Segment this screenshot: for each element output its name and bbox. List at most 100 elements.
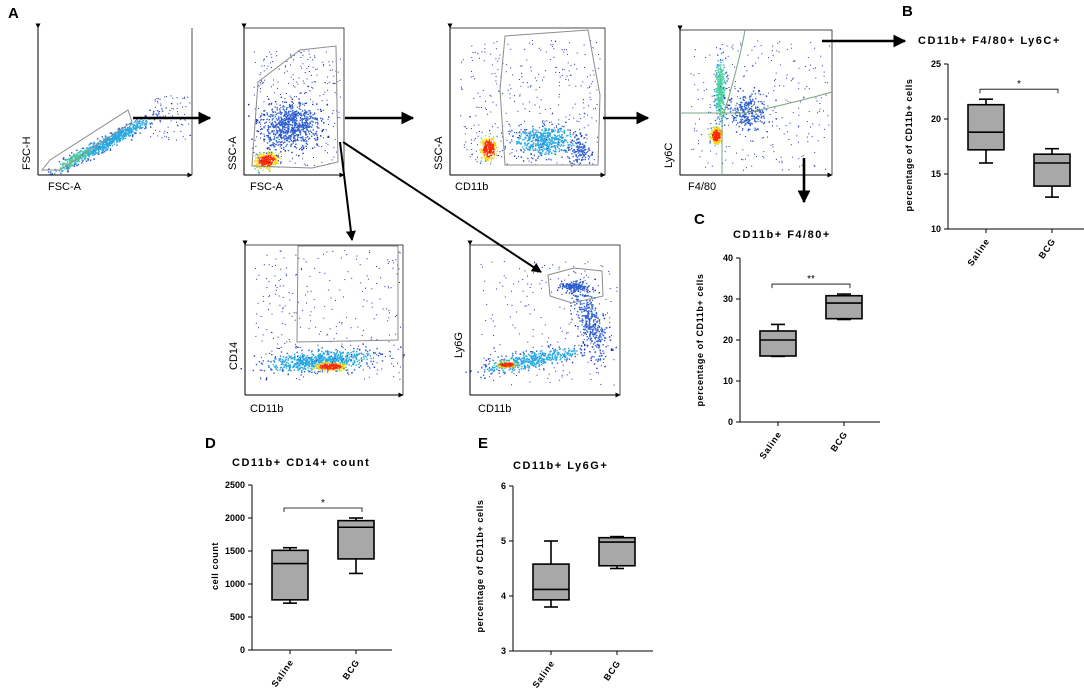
event-dot: [534, 140, 537, 142]
event-dot: [719, 69, 722, 71]
event-dot: [69, 158, 72, 161]
event-dot: [717, 60, 720, 62]
event-dot: [742, 75, 744, 77]
event-dot: [96, 143, 98, 145]
panel-label-c: C: [694, 211, 705, 228]
event-dot: [527, 149, 529, 151]
event-dot: [569, 132, 571, 134]
event-dot: [485, 145, 487, 147]
event-dot: [828, 45, 830, 47]
event-dot: [582, 152, 584, 154]
event-dot: [461, 88, 462, 90]
event-dot: [129, 123, 131, 125]
event-dot: [327, 124, 329, 125]
event-dot: [486, 141, 489, 144]
event-dot: [93, 158, 95, 160]
event-dot: [740, 106, 742, 108]
event-dot: [263, 135, 266, 137]
event-dot: [144, 122, 146, 125]
event-dot: [460, 115, 462, 117]
event-dot: [762, 93, 764, 95]
event-dot: [280, 156, 282, 157]
event-dot: [546, 134, 549, 136]
event-dot: [268, 137, 270, 139]
event-dot: [304, 132, 307, 134]
event-dot: [304, 127, 306, 129]
event-dot: [555, 71, 557, 73]
event-dot: [786, 74, 788, 76]
event-dot: [269, 138, 272, 140]
event-dot: [567, 144, 569, 146]
event-dot: [282, 142, 285, 144]
event-dot: [260, 137, 261, 139]
event-dot: [271, 158, 273, 160]
event-dot: [286, 132, 289, 135]
event-dot: [261, 65, 263, 67]
event-dot: [263, 140, 265, 142]
event-dot: [721, 75, 723, 77]
event-dot: [260, 79, 262, 81]
event-dot: [810, 42, 812, 44]
event-dot: [272, 118, 274, 120]
event-dot: [266, 147, 269, 149]
event-dot: [720, 74, 723, 76]
event-dot: [288, 103, 291, 106]
event-dot: [486, 155, 488, 157]
event-dot: [264, 138, 266, 140]
event-dot: [483, 140, 485, 142]
event-dot: [487, 159, 489, 162]
event-dot: [300, 109, 302, 111]
event-dot: [527, 86, 529, 88]
event-dot: [321, 120, 322, 122]
event-dot: [188, 123, 190, 125]
event-dot: [288, 126, 290, 128]
event-dot: [785, 99, 787, 101]
event-dot: [529, 144, 532, 146]
event-dot: [170, 95, 172, 97]
event-dot: [749, 96, 751, 98]
event-dot: [323, 94, 325, 95]
event-dot: [279, 369, 281, 371]
event-dot: [275, 158, 277, 160]
event-dot: [62, 158, 64, 160]
event-dot: [128, 125, 131, 127]
event-dot: [154, 100, 156, 102]
event-dot: [827, 82, 829, 84]
event-dot: [90, 150, 92, 152]
event-dot: [745, 167, 747, 169]
event-dot: [307, 354, 309, 357]
event-dot: [281, 129, 283, 131]
event-dot: [256, 121, 258, 123]
event-dot: [317, 127, 319, 129]
event-dot: [715, 130, 718, 133]
event-dot: [807, 57, 809, 59]
event-dot: [283, 136, 285, 138]
event-dot: [752, 65, 754, 67]
event-dot: [66, 166, 69, 168]
event-dot: [267, 153, 270, 155]
event-dot: [290, 145, 292, 147]
event-dot: [132, 128, 134, 131]
event-dot: [145, 120, 147, 122]
event-dot: [316, 119, 319, 121]
event-dot: [273, 161, 275, 163]
event-dot: [305, 145, 307, 148]
event-dot: [302, 357, 304, 359]
event-dot: [565, 116, 567, 118]
event-dot: [69, 166, 71, 168]
event-dot: [547, 147, 550, 149]
event-dot: [596, 104, 598, 105]
event-dot: [724, 116, 726, 118]
event-dot: [824, 81, 826, 83]
event-dot: [76, 155, 78, 158]
event-dot: [754, 127, 756, 129]
event-dot: [277, 162, 279, 165]
event-dot: [264, 122, 266, 124]
event-dot: [283, 125, 285, 127]
event-dot: [734, 107, 736, 109]
event-dot: [323, 353, 326, 355]
event-dot: [93, 150, 95, 153]
event-dot: [154, 99, 156, 101]
event-dot: [798, 67, 800, 69]
event-dot: [275, 114, 277, 116]
